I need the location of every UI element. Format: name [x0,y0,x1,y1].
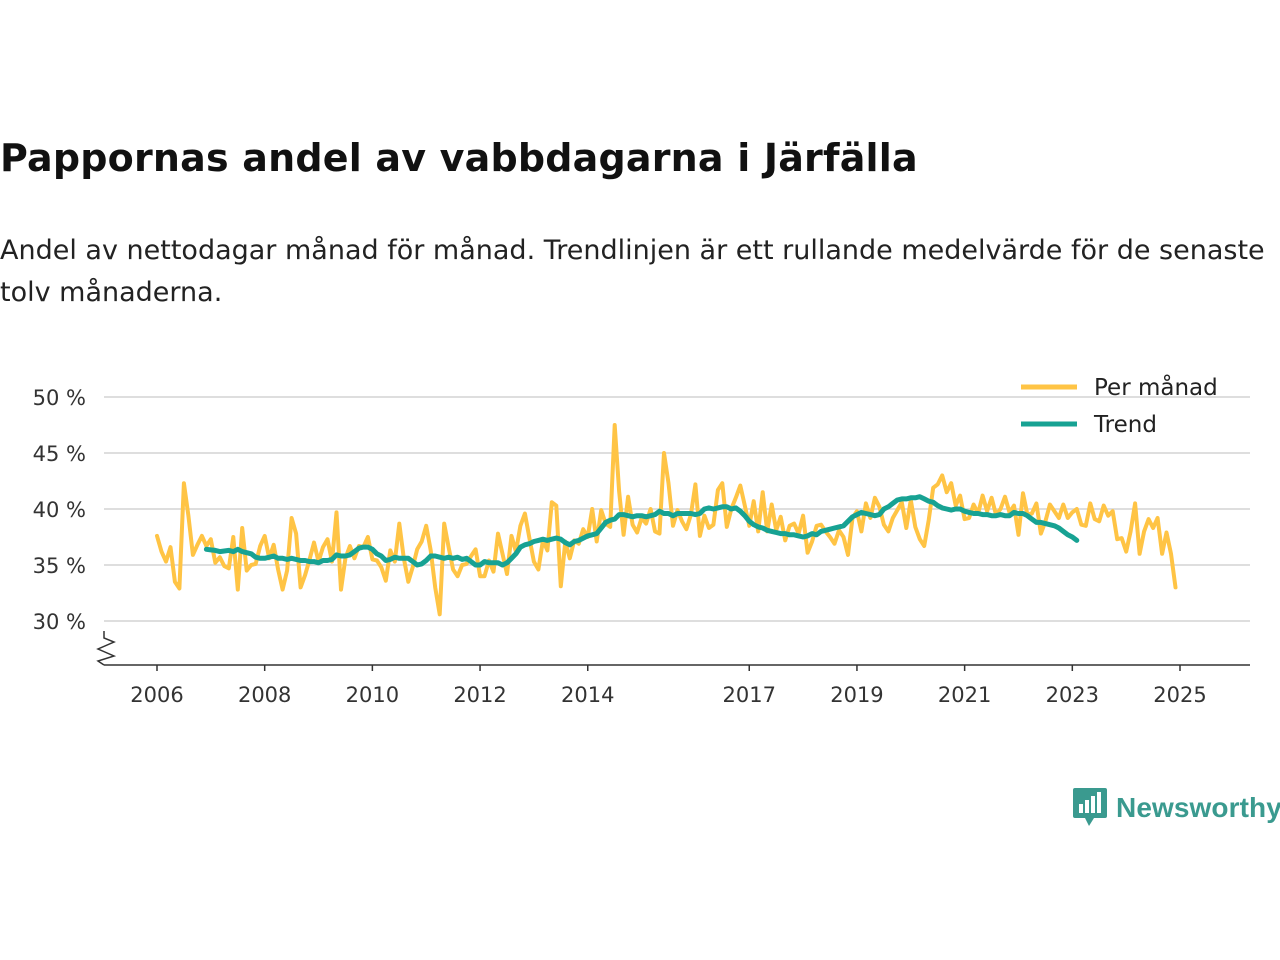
x-tick-label-2017: 2017 [723,683,776,707]
series [155,423,1178,617]
legend[interactable]: Per månad Trend [1021,373,1218,438]
x-tick-label-2023: 2023 [1046,683,1099,707]
x-tick-label-2014: 2014 [561,683,614,707]
legend-item-per-manad[interactable]: Per månad [1021,373,1218,401]
brand-logo[interactable]: Newsworthy [1072,786,1280,830]
y-tick-label-40: 40 % [33,498,86,522]
legend-label-per-manad: Per månad [1094,373,1218,401]
chart-title: Pappornas andel av vabbdagarna i Järfäll… [0,136,918,180]
gridlines [104,396,1250,622]
brand-name: Newsworthy [1116,792,1280,823]
y-tick-label-35: 35 % [33,554,86,578]
y-tick-label-45: 45 % [33,442,86,466]
x-tick-label-2025: 2025 [1153,683,1206,707]
line-chart: 30 % 35 % 40 % 45 % 50 % 2006 2008 2010 2012 201… [33,373,1250,707]
legend-item-trend[interactable]: Trend [1021,412,1157,438]
axis-break-icon [96,631,117,666]
y-tick-label-50: 50 % [33,386,86,410]
x-tick-label-2010: 2010 [346,683,399,707]
x-tick-label-2008: 2008 [238,683,291,707]
legend-label-trend: Trend [1093,412,1157,438]
x-tick-label-2006: 2006 [130,683,183,707]
x-axis [96,631,1250,666]
y-tick-label-30: 30 % [33,610,86,634]
x-tick-label-2012: 2012 [453,683,506,707]
y-axis-ticks: 30 % 35 % 40 % 45 % 50 % [33,386,86,634]
series-line-trend [203,494,1080,568]
x-tick-label-2019: 2019 [830,683,883,707]
chart-subtitle: Andel av nettodagar månad för månad. Tre… [0,235,1265,308]
series-line-per-manad [155,423,1178,617]
x-tick-label-2021: 2021 [938,683,991,707]
newsworthy-logo-icon [1073,788,1107,826]
x-axis-ticks: 2006 2008 2010 2012 2014 2017 2019 2021 2023 2025 [130,665,1207,707]
